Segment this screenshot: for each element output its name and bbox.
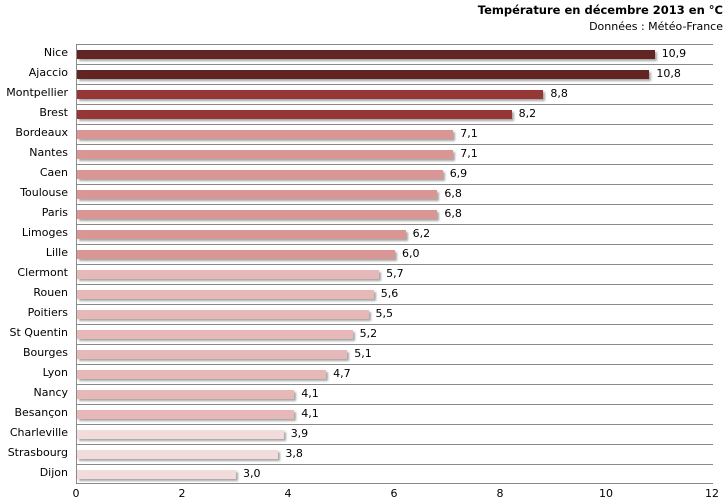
value-label: 4,7 bbox=[333, 367, 351, 380]
category-label: Strasbourg bbox=[7, 446, 68, 459]
value-label: 5,7 bbox=[386, 267, 404, 280]
value-label: 6,8 bbox=[444, 187, 462, 200]
category-label: Lyon bbox=[42, 366, 68, 379]
bar-row: 6,0 bbox=[77, 244, 713, 264]
category-label: Caen bbox=[39, 166, 68, 179]
bar-row: 3,8 bbox=[77, 444, 713, 464]
x-tick-label: 10 bbox=[599, 487, 613, 500]
value-label: 10,9 bbox=[661, 47, 687, 60]
category-label: Dijon bbox=[39, 466, 68, 479]
bar bbox=[77, 50, 655, 59]
bar-row: 8,2 bbox=[77, 104, 713, 124]
bar-row: 10,9 bbox=[77, 44, 713, 64]
value-label: 5,2 bbox=[359, 327, 378, 340]
x-tick-label: 12 bbox=[705, 487, 719, 500]
plot-area: 10,9 10,8 8,8 8,2 7,1 7,1 6,9 6,8 6,8 6,2 6,0 5,7 5,… bbox=[76, 44, 713, 484]
bar-row: 4,1 bbox=[77, 384, 713, 404]
bar-row: 4,1 bbox=[77, 404, 713, 424]
category-label: St Quentin bbox=[9, 326, 68, 339]
value-label: 4,1 bbox=[301, 407, 319, 420]
chart-title: Température en décembre 2013 en °C bbox=[477, 3, 723, 17]
bar bbox=[77, 290, 374, 299]
bar bbox=[77, 70, 650, 79]
value-label: 4,1 bbox=[301, 387, 319, 400]
value-label: 6,0 bbox=[402, 247, 420, 260]
bar-row: 4,7 bbox=[77, 364, 713, 384]
bar bbox=[77, 250, 395, 259]
category-label: Rouen bbox=[33, 286, 68, 299]
bar bbox=[77, 470, 236, 479]
bar-row: 8,8 bbox=[77, 84, 713, 104]
bar bbox=[77, 350, 348, 359]
bar bbox=[77, 370, 327, 379]
x-tick-label: 8 bbox=[496, 487, 504, 500]
value-label: 7,1 bbox=[460, 127, 478, 140]
bar bbox=[77, 170, 443, 179]
category-label: Limoges bbox=[21, 226, 68, 239]
bar-row: 3,9 bbox=[77, 424, 713, 444]
bar bbox=[77, 430, 284, 439]
bar bbox=[77, 130, 454, 139]
category-label: Brest bbox=[39, 106, 68, 119]
bar bbox=[77, 150, 454, 159]
bar bbox=[77, 330, 353, 339]
bar-row: 5,2 bbox=[77, 324, 713, 344]
category-label: Poitiers bbox=[27, 306, 68, 319]
x-tick-label: 2 bbox=[178, 487, 186, 500]
category-label: Nantes bbox=[29, 146, 68, 159]
bar bbox=[77, 190, 438, 199]
bar-row: 7,1 bbox=[77, 124, 713, 144]
value-label: 6,2 bbox=[412, 227, 431, 240]
category-label: Lille bbox=[45, 246, 68, 259]
bar-row: 6,9 bbox=[77, 164, 713, 184]
value-label: 8,2 bbox=[518, 107, 537, 120]
bar bbox=[77, 270, 380, 279]
bar-row: 3,0 bbox=[77, 464, 713, 484]
bar bbox=[77, 210, 438, 219]
category-label: Besançon bbox=[14, 406, 68, 419]
bar-row: 5,6 bbox=[77, 284, 713, 304]
bar bbox=[77, 230, 406, 239]
value-label: 3,8 bbox=[285, 447, 303, 460]
category-label: Ajaccio bbox=[28, 66, 68, 79]
category-label: Bordeaux bbox=[15, 126, 68, 139]
category-label: Charleville bbox=[9, 426, 68, 439]
value-label: 6,9 bbox=[449, 167, 468, 180]
value-label: 5,1 bbox=[354, 347, 372, 360]
bar bbox=[77, 90, 544, 99]
category-label: Toulouse bbox=[20, 186, 68, 199]
value-label: 6,8 bbox=[444, 207, 462, 220]
value-label: 7,1 bbox=[460, 147, 478, 160]
x-tick-label: 0 bbox=[72, 487, 80, 500]
value-label: 3,0 bbox=[243, 467, 261, 480]
bar-row: 6,2 bbox=[77, 224, 713, 244]
x-tick-label: 6 bbox=[390, 487, 398, 500]
value-label: 5,6 bbox=[380, 287, 399, 300]
bar-row: 6,8 bbox=[77, 184, 713, 204]
category-label: Clermont bbox=[17, 266, 68, 279]
bar bbox=[77, 450, 279, 459]
category-label: Paris bbox=[41, 206, 68, 219]
category-label: Nancy bbox=[33, 386, 69, 399]
value-label: 5,5 bbox=[375, 307, 394, 320]
bar-row: 7,1 bbox=[77, 144, 713, 164]
category-label: Montpellier bbox=[6, 86, 68, 99]
bar bbox=[77, 410, 295, 419]
bar-row: 5,7 bbox=[77, 264, 713, 284]
bar-row: 5,5 bbox=[77, 304, 713, 324]
bar bbox=[77, 390, 295, 399]
bar-row: 6,8 bbox=[77, 204, 713, 224]
category-label: Nice bbox=[43, 46, 68, 59]
value-label: 3,9 bbox=[290, 427, 309, 440]
value-label: 8,8 bbox=[550, 87, 568, 100]
bar-row: 5,1 bbox=[77, 344, 713, 364]
bar-row: 10,8 bbox=[77, 64, 713, 84]
category-label: Bourges bbox=[22, 346, 68, 359]
chart-subtitle: Données : Météo-France bbox=[589, 20, 723, 33]
bar bbox=[77, 110, 512, 119]
x-tick-label: 4 bbox=[284, 487, 292, 500]
bar bbox=[77, 310, 369, 319]
value-label: 10,8 bbox=[656, 67, 681, 80]
